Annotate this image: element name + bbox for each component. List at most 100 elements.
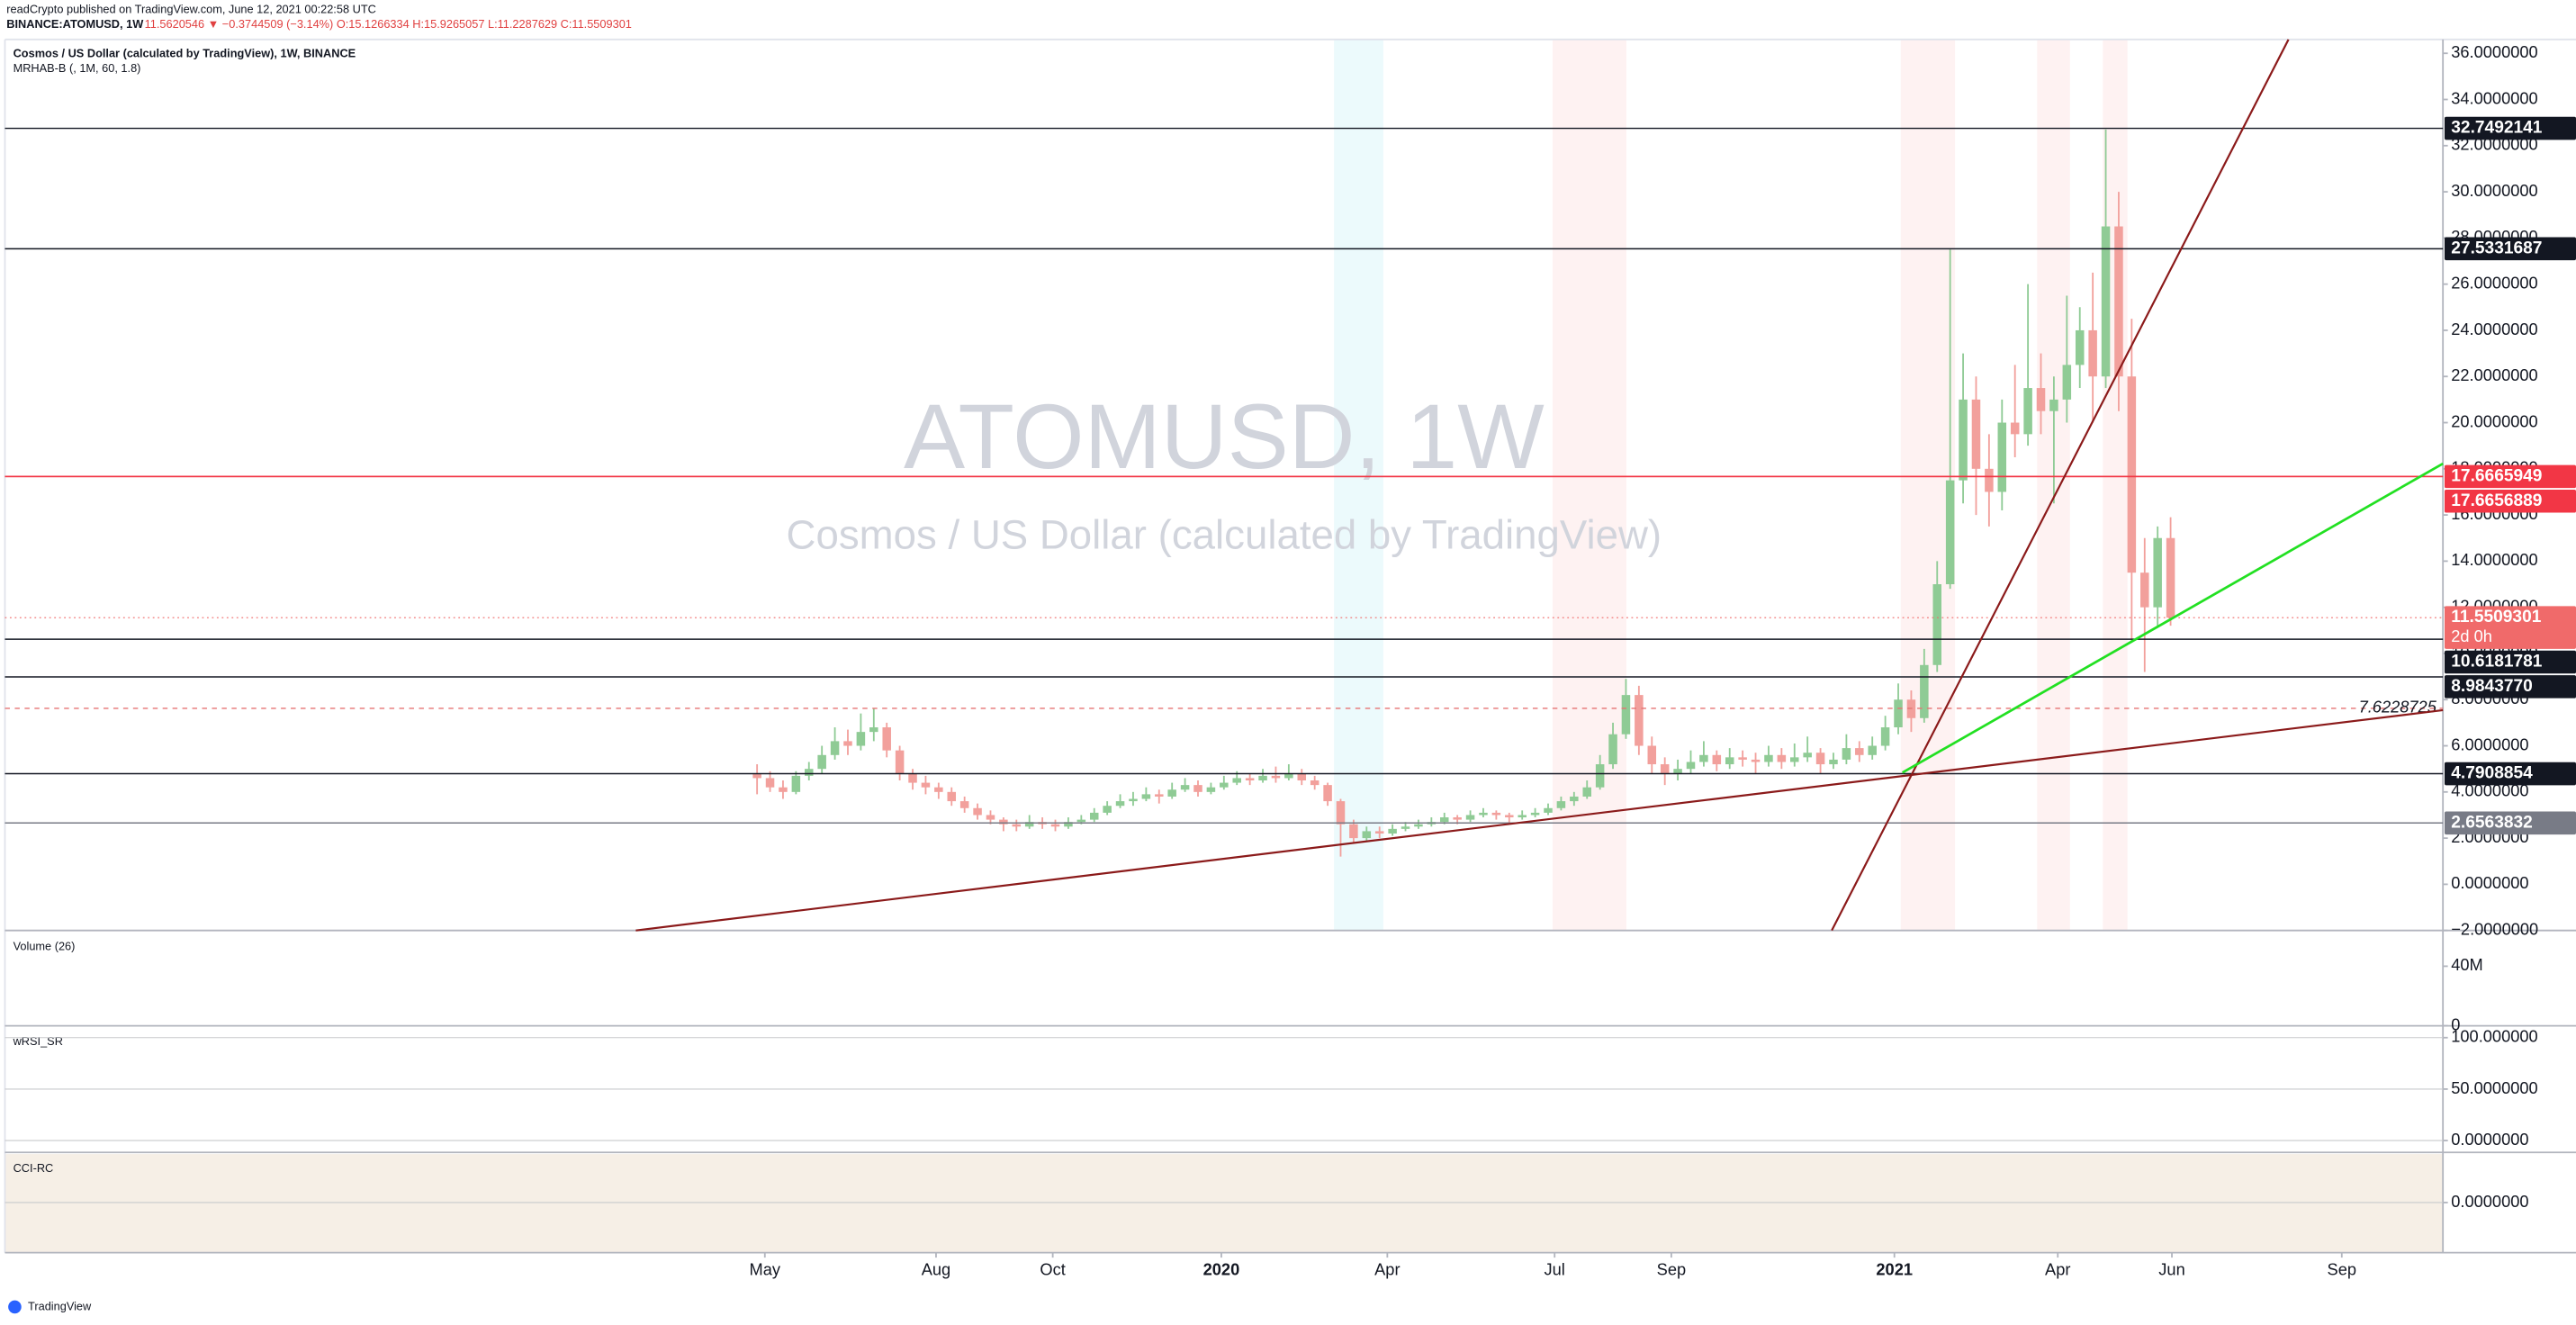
candle-body <box>1815 753 1825 765</box>
candle-body <box>1777 754 1787 762</box>
x-tick-label: Apr <box>2045 1260 2070 1279</box>
candle-body <box>1803 753 1812 758</box>
pane-tick-label: 0.0000000 <box>2451 1192 2528 1211</box>
candle-body <box>1193 785 1202 792</box>
watermark-sub: Cosmos / US Dollar (calculated by Tradin… <box>787 511 1662 557</box>
signal-band <box>1334 39 1383 931</box>
candle-body <box>1608 734 1617 765</box>
y-tick-label: −2.0000000 <box>2451 920 2538 939</box>
pane-tick-label: 40M <box>2451 955 2483 974</box>
y-tick-label: 22.0000000 <box>2451 365 2537 384</box>
candle-body <box>882 727 891 751</box>
candle-body <box>1439 817 1449 823</box>
y-tick-label: 20.0000000 <box>2451 411 2537 430</box>
y-tick-label: 34.0000000 <box>2451 88 2537 107</box>
candle-body <box>1505 815 1514 818</box>
price-label-box <box>2444 116 2576 140</box>
candle-body <box>856 732 866 746</box>
x-tick-label: Oct <box>1040 1260 1065 1279</box>
candle-body <box>1050 824 1060 827</box>
candle-body <box>1621 695 1631 735</box>
candle-body <box>1544 807 1553 813</box>
candle-body <box>1686 762 1696 770</box>
candle-body <box>1582 787 1591 797</box>
price-label: 10.6181781 <box>2451 653 2543 672</box>
x-tick-label: Sep <box>2328 1260 2356 1279</box>
pane-tick-label: 0.0000000 <box>2451 1130 2528 1149</box>
candle-body <box>1479 812 1488 816</box>
candle-body <box>1635 695 1644 746</box>
candle-body <box>1920 664 1929 718</box>
candle-body <box>1206 787 1216 792</box>
price-label-box <box>2444 650 2576 674</box>
candle-body <box>2114 226 2123 377</box>
price-label-box <box>2444 762 2576 786</box>
x-tick-label: Jul <box>1545 1260 1565 1279</box>
candle-body <box>2140 572 2149 608</box>
pane-title: Volume (26) <box>14 939 76 952</box>
candle-body <box>2036 388 2046 411</box>
trend-line <box>1901 462 2444 774</box>
candle-body <box>2023 388 2032 435</box>
price-label-box <box>2444 464 2576 489</box>
quote: 11.5620546 ▼ −0.3744509 (−3.14%) O:15.12… <box>145 17 632 31</box>
indicator: MRHAB-B (, 1M, 60, 1.8) <box>14 61 141 75</box>
candle-body <box>1155 794 1164 797</box>
watermark: ATOMUSD, 1W <box>904 384 1545 488</box>
candle-body <box>1064 822 1073 827</box>
candle-body <box>1141 794 1151 799</box>
candle-body <box>895 750 905 774</box>
pane-tick-label: 50.0000000 <box>2451 1078 2537 1097</box>
candle-body <box>1103 806 1112 813</box>
y-tick-label: 14.0000000 <box>2451 550 2537 569</box>
candle-body <box>1959 399 1968 481</box>
candle-body <box>1180 785 1190 790</box>
candle-body <box>1647 745 1657 765</box>
pane-title: wRSI_SR <box>13 1034 63 1048</box>
plot: 7.6228725 <box>5 127 2444 857</box>
candle-body <box>1932 584 1942 665</box>
candle-body <box>2010 422 2020 435</box>
price-label-box <box>2444 489 2576 513</box>
candle-body <box>1115 801 1125 807</box>
price-label: 17.6665949 <box>2451 466 2542 485</box>
price-label-box <box>2444 606 2576 649</box>
candle-body <box>959 801 969 808</box>
trend-line <box>1831 39 2290 932</box>
candle-body <box>1764 754 1773 762</box>
candle-body <box>1323 785 1332 802</box>
candle-body <box>1518 815 1527 818</box>
candle-body <box>2166 537 2175 618</box>
candle-body <box>752 773 761 779</box>
price-label: 2.6563832 <box>2451 813 2533 832</box>
candle-body <box>1595 764 1605 788</box>
symbol: BINANCE:ATOMUSD, 1W <box>6 17 144 31</box>
candle-body <box>2075 329 2085 365</box>
candle-body <box>779 787 788 792</box>
pane-tick-label: 0 <box>2451 1014 2460 1033</box>
candle-body <box>1971 399 1981 469</box>
candle-body <box>1453 817 1462 820</box>
candle-body <box>973 807 982 816</box>
candle-body <box>1556 801 1566 808</box>
x-tick-label: Apr <box>1374 1260 1400 1279</box>
x-tick-label: 2020 <box>1203 1260 1240 1279</box>
candle-body <box>947 791 957 802</box>
candle-body <box>1258 775 1267 781</box>
x-tick-label: Jun <box>2158 1260 2184 1279</box>
signal-band <box>1552 39 1627 931</box>
candle-body <box>1310 780 1320 786</box>
level-label: 7.6228725 <box>2359 698 2437 717</box>
candle-body <box>1985 468 1994 492</box>
candle-body <box>1660 764 1670 774</box>
candle-body <box>869 727 878 733</box>
candle-body <box>1790 757 1799 762</box>
y-tick-label: 0.0000000 <box>2451 873 2528 892</box>
candle-body <box>1829 759 1838 765</box>
x-tick-label: May <box>750 1260 781 1279</box>
candle-body <box>1129 798 1138 802</box>
candle-body <box>1842 748 1851 760</box>
candle-body <box>1284 773 1293 779</box>
